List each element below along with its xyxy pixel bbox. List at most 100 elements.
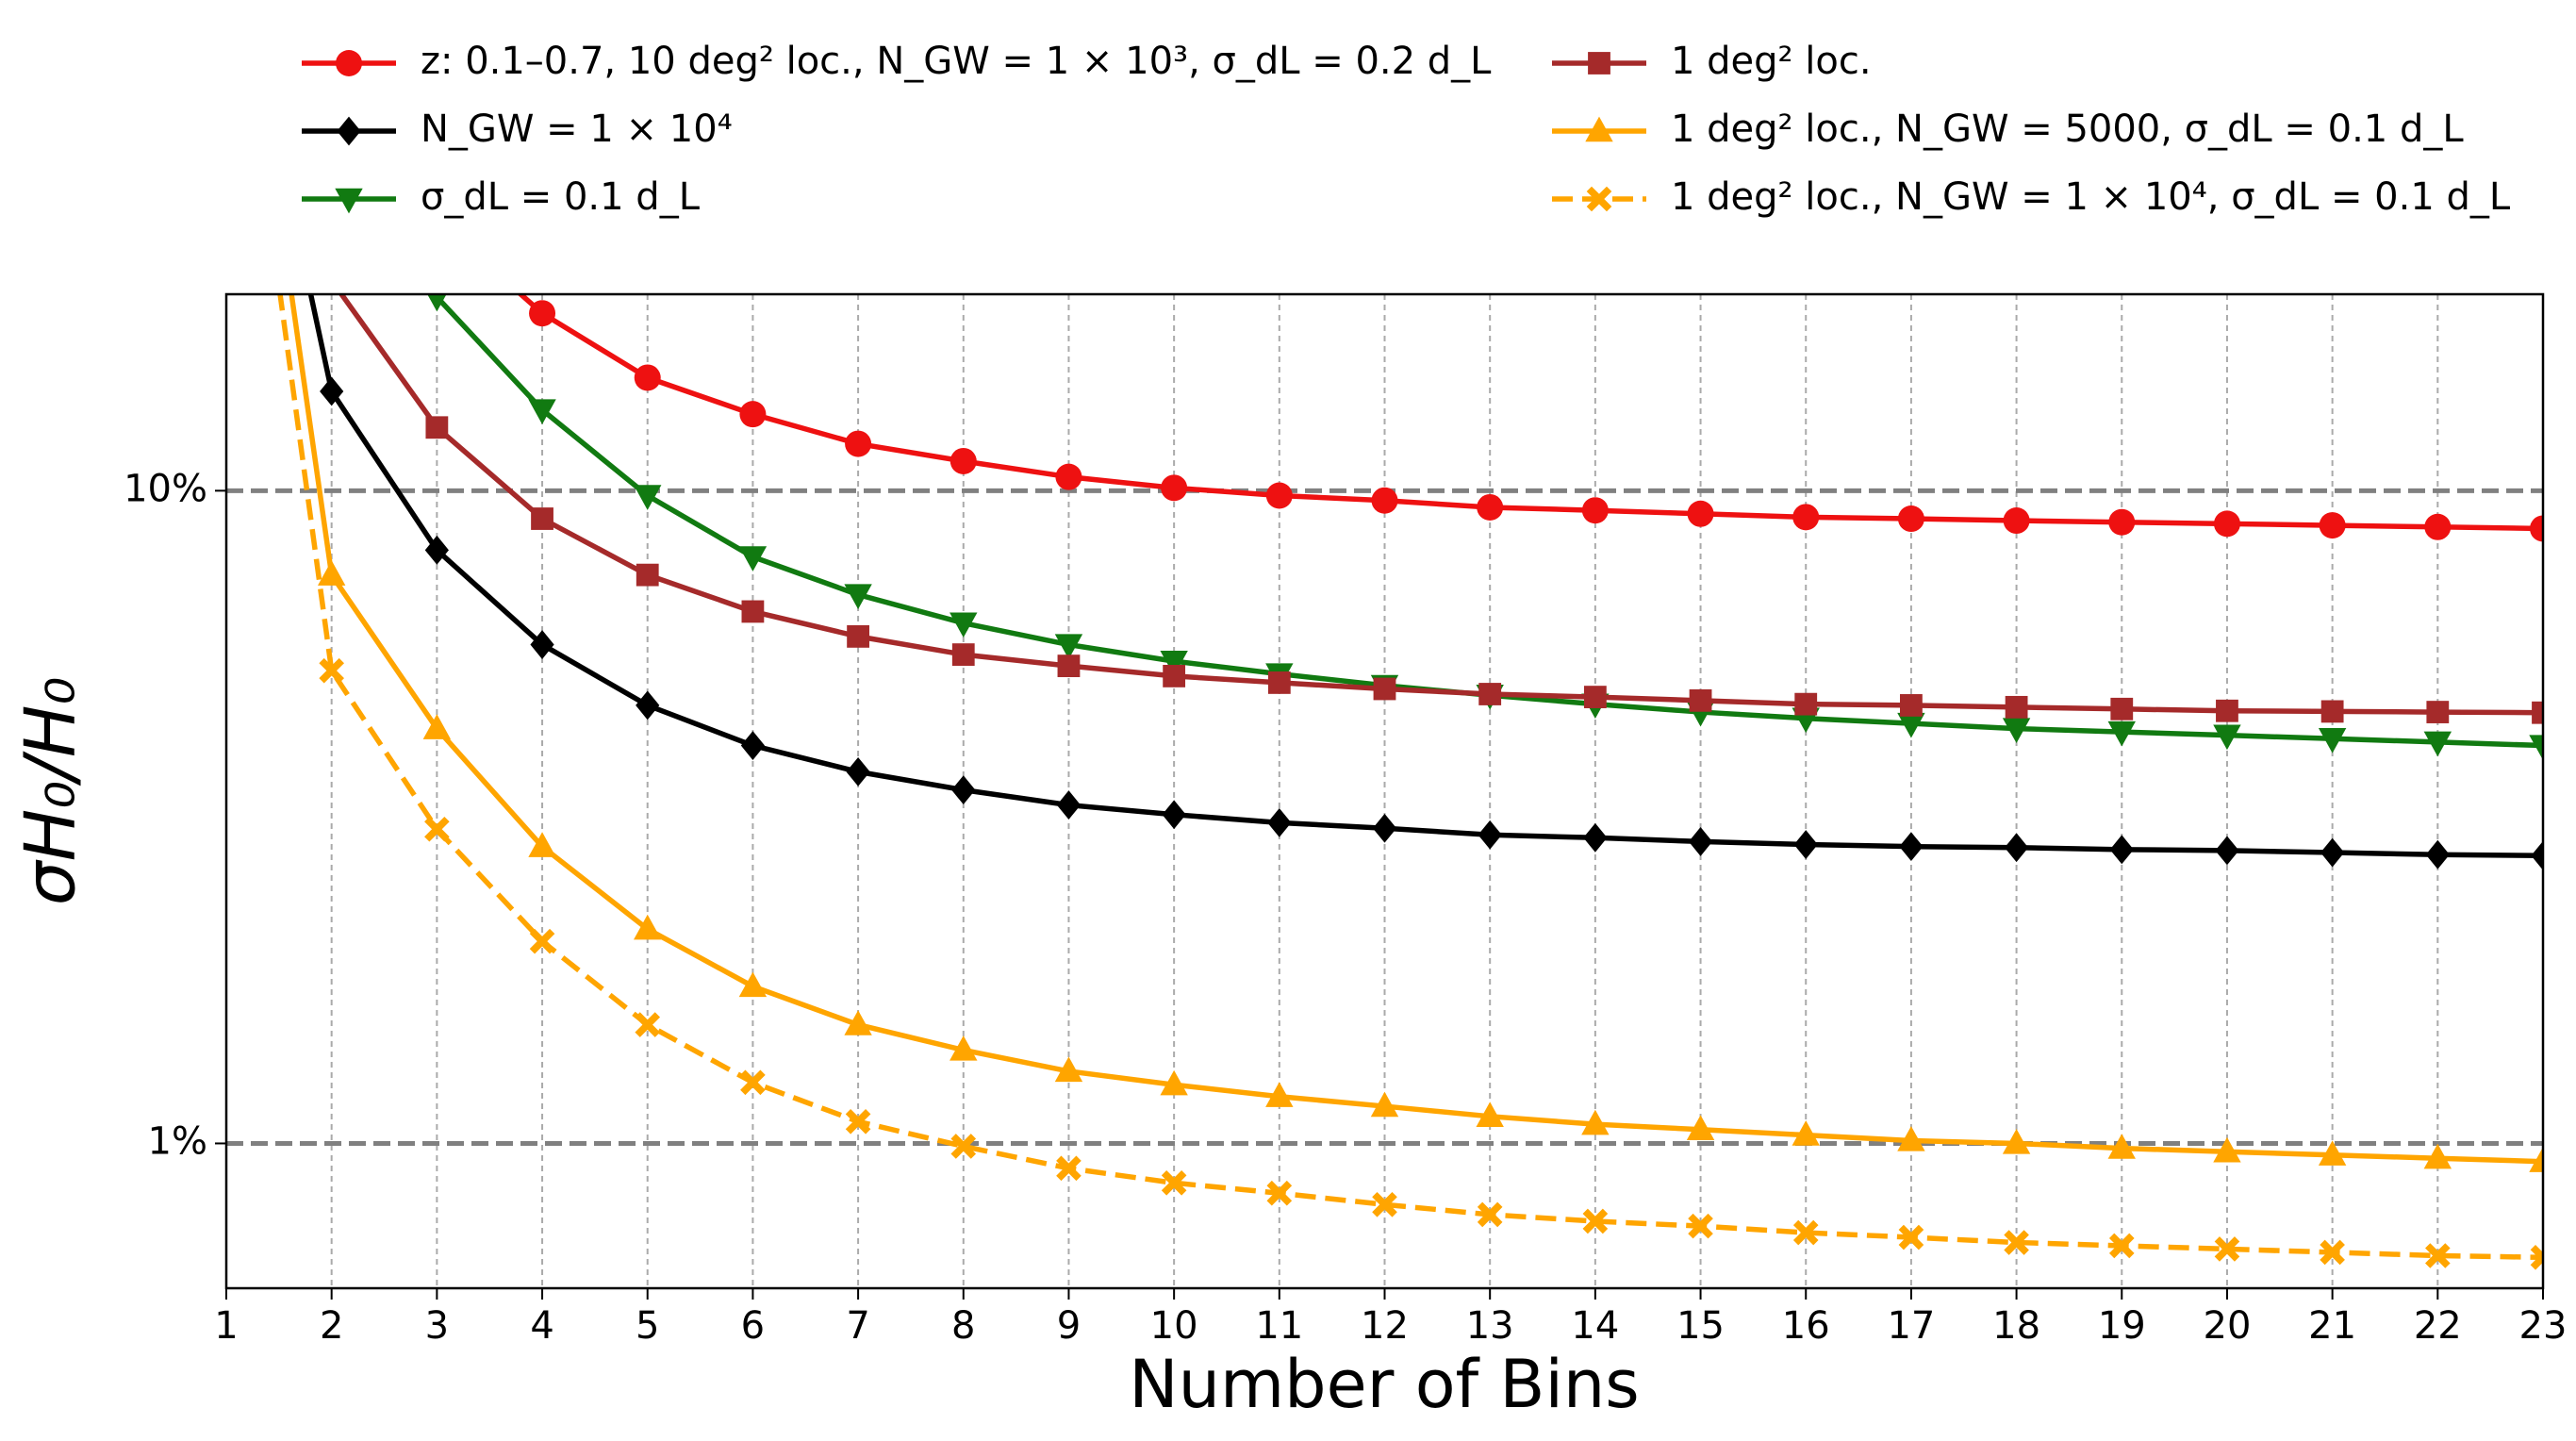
- x-tick-label: 13: [1466, 1304, 1514, 1348]
- marker: [1266, 1180, 1293, 1206]
- marker: [1477, 493, 1504, 521]
- marker: [1792, 1219, 1819, 1246]
- marker: [1792, 1120, 1820, 1146]
- marker: [2213, 1136, 2241, 1163]
- marker: [1583, 686, 1607, 708]
- marker: [1054, 1056, 1083, 1083]
- x-tick-label: 19: [2098, 1304, 2146, 1348]
- marker: [2002, 718, 2031, 744]
- x-tick-label: 16: [1782, 1304, 1830, 1348]
- x-tick-label: 9: [1057, 1304, 1081, 1348]
- marker: [1688, 827, 1713, 856]
- marker: [847, 624, 869, 648]
- marker: [636, 563, 659, 587]
- marker: [1897, 712, 1925, 738]
- plot-area: [277, 294, 2543, 1270]
- marker: [1792, 504, 1820, 531]
- y-tick-label: 1%: [148, 1119, 207, 1163]
- marker: [1373, 677, 1396, 701]
- marker: [741, 600, 765, 623]
- marker: [2530, 515, 2543, 542]
- marker: [2215, 836, 2239, 866]
- marker: [2107, 720, 2136, 747]
- marker: [424, 816, 450, 842]
- marker: [635, 1012, 661, 1037]
- marker: [425, 416, 449, 439]
- marker: [1897, 1126, 1925, 1151]
- marker: [1160, 650, 1188, 676]
- legend-label: 1 deg² loc., N_GW = 5000, σ_dL = 0.1 d_L: [1671, 108, 2464, 151]
- legend-label: N_GW = 1 × 10⁴: [421, 108, 733, 151]
- marker: [1897, 505, 1924, 533]
- marker: [2318, 1140, 2347, 1166]
- marker: [2318, 728, 2347, 754]
- marker: [1265, 482, 1293, 509]
- marker: [950, 1134, 977, 1159]
- marker: [740, 1069, 766, 1096]
- marker: [1163, 665, 1186, 687]
- marker: [2110, 697, 2134, 720]
- marker: [634, 485, 662, 510]
- legend-label: 1 deg² loc., N_GW = 1 × 10⁴, σ_dL = 0.1 …: [1671, 175, 2511, 219]
- marker: [1583, 822, 1608, 853]
- marker: [1689, 688, 1712, 712]
- x-tick-label: 6: [741, 1304, 765, 1348]
- x-tick-label: 8: [951, 1304, 975, 1348]
- marker: [2425, 839, 2450, 870]
- x-tick-label: 11: [1255, 1304, 1303, 1348]
- x-tick-label: 18: [1992, 1304, 2040, 1348]
- marker: [1161, 1170, 1187, 1196]
- marker: [1476, 1101, 1504, 1128]
- marker: [951, 775, 976, 805]
- marker: [844, 584, 872, 609]
- marker: [528, 832, 556, 857]
- x-tick-label: 14: [1571, 1304, 1619, 1348]
- y-tick-label: 10%: [124, 467, 207, 510]
- marker: [2108, 1233, 2135, 1259]
- marker: [1055, 463, 1082, 490]
- marker: [844, 1010, 872, 1035]
- marker: [1582, 1208, 1609, 1234]
- marker: [845, 430, 872, 457]
- legend-marker: [1585, 116, 1613, 142]
- marker: [2214, 1236, 2240, 1262]
- marker: [531, 507, 553, 530]
- marker: [636, 690, 660, 720]
- legend-marker: [335, 188, 363, 214]
- marker: [2423, 731, 2452, 757]
- marker: [1162, 800, 1186, 830]
- x-tick-label: 12: [1361, 1304, 1409, 1348]
- marker: [951, 643, 975, 666]
- marker: [1688, 1213, 1713, 1239]
- marker: [2108, 508, 2136, 536]
- marker: [2109, 835, 2134, 865]
- marker: [422, 714, 452, 739]
- marker: [2530, 1244, 2543, 1270]
- marker: [1267, 807, 1292, 837]
- marker: [2004, 1230, 2029, 1255]
- marker: [529, 928, 555, 954]
- x-tick-label: 15: [1676, 1304, 1725, 1348]
- marker: [320, 376, 344, 406]
- marker: [1477, 1201, 1503, 1228]
- marker: [1370, 1091, 1399, 1118]
- marker: [2320, 1239, 2345, 1266]
- marker: [2425, 1243, 2451, 1268]
- x-tick-label: 3: [425, 1304, 449, 1348]
- y-axis-label: σH₀/H₀: [10, 677, 91, 905]
- marker: [2532, 701, 2543, 724]
- marker: [738, 971, 768, 998]
- marker: [634, 914, 662, 940]
- x-tick-label: 7: [846, 1304, 869, 1348]
- marker: [1899, 832, 1924, 862]
- series-line: [277, 294, 2543, 1261]
- marker: [2423, 1143, 2452, 1169]
- marker: [2213, 724, 2241, 751]
- marker: [1267, 671, 1291, 694]
- marker: [739, 401, 767, 428]
- marker: [846, 756, 870, 787]
- marker: [1372, 1191, 1397, 1217]
- legend-marker: [336, 50, 362, 76]
- marker: [1900, 694, 1923, 717]
